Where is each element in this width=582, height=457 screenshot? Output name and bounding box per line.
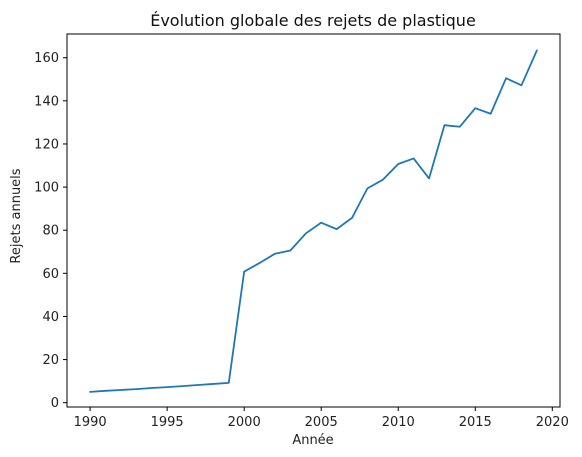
axes-frame bbox=[66, 33, 561, 408]
x-tick-label: 1995 bbox=[151, 415, 184, 430]
x-tick-label: 2005 bbox=[305, 415, 338, 430]
y-tick-label: 60 bbox=[42, 267, 59, 282]
y-tick-label: 140 bbox=[34, 94, 59, 109]
y-tick-label: 100 bbox=[34, 181, 59, 196]
series-layer bbox=[89, 49, 538, 393]
y-tick-label: 40 bbox=[42, 310, 59, 325]
series-line-0 bbox=[89, 49, 538, 393]
x-axis-ticks: 1990 1995 2000 2005 2010 2015 2020 bbox=[74, 407, 569, 430]
y-axis-ticks: 0 20 40 60 80 100 120 140 160 bbox=[34, 51, 67, 411]
y-tick-label: 120 bbox=[34, 137, 59, 152]
y-tick-label: 0 bbox=[51, 396, 59, 411]
y-tick-label: 20 bbox=[42, 353, 59, 368]
x-tick-label: 1990 bbox=[74, 415, 107, 430]
x-axis-label: Année bbox=[292, 433, 333, 448]
x-tick-label: 2020 bbox=[536, 415, 569, 430]
x-tick-label: 2015 bbox=[459, 415, 492, 430]
y-tick-label: 160 bbox=[34, 51, 59, 66]
x-tick-label: 2010 bbox=[382, 415, 415, 430]
x-tick-label: 2000 bbox=[228, 415, 261, 430]
y-tick-label: 80 bbox=[42, 224, 59, 239]
chart-title: Évolution globale des rejets de plastiqu… bbox=[150, 11, 476, 30]
y-axis-label: Rejets annuels bbox=[9, 168, 24, 263]
plot-area bbox=[66, 33, 561, 408]
